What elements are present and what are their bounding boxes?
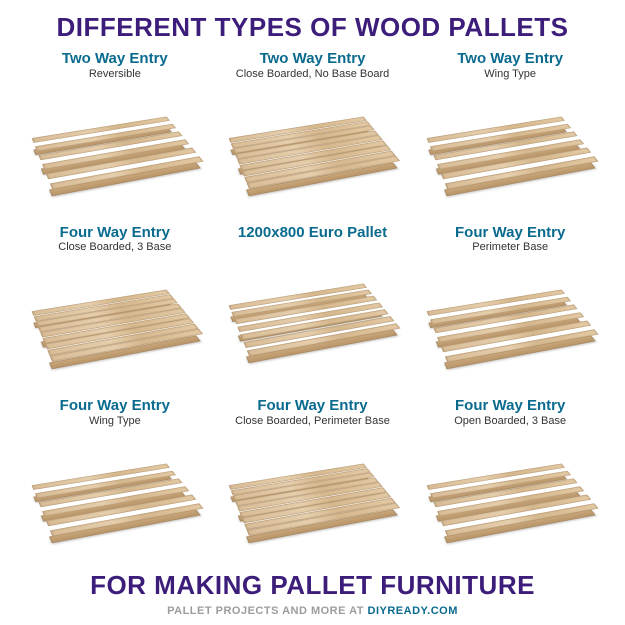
footer-site: DIYREADY.COM <box>368 605 458 617</box>
pallet-illustration <box>216 82 410 217</box>
cell-title: Two Way Entry <box>62 51 168 67</box>
pallet-illustration <box>18 82 212 217</box>
cell-title: 1200x800 Euro Pallet <box>238 225 387 241</box>
footer: PALLET PROJECTS AND MORE AT DIYREADY.COM <box>167 605 458 617</box>
cell-title: Four Way Entry <box>60 398 170 414</box>
grid-cell: Two Way EntryClose Boarded, No Base Boar… <box>216 49 410 217</box>
cell-title: Two Way Entry <box>457 51 563 67</box>
pallet-illustration <box>18 429 212 564</box>
pallet-illustration <box>413 82 607 217</box>
grid-cell: Two Way EntryReversible <box>18 49 212 217</box>
cell-sub: Close Boarded, 3 Base <box>58 241 171 253</box>
cell-title: Four Way Entry <box>60 225 170 241</box>
cell-sub: Reversible <box>89 68 141 80</box>
grid-cell: Four Way EntryPerimeter Base <box>413 223 607 391</box>
pallet-illustration <box>413 429 607 564</box>
grid-cell: Two Way EntryWing Type <box>413 49 607 217</box>
cell-title: Four Way Entry <box>455 225 565 241</box>
grid-cell: Four Way EntryWing Type <box>18 396 212 564</box>
cell-sub: Wing Type <box>89 415 141 427</box>
cell-title: Four Way Entry <box>257 398 367 414</box>
main-title: DIFFERENT TYPES OF WOOD PALLETS <box>57 12 569 43</box>
cell-sub: Close Boarded, Perimeter Base <box>235 415 390 427</box>
pallet-grid: Two Way EntryReversibleTwo Way EntryClos… <box>18 49 607 564</box>
pallet-illustration <box>413 256 607 391</box>
pallet-illustration <box>216 429 410 564</box>
cell-sub: Wing Type <box>484 68 536 80</box>
pallet-illustration <box>18 256 212 391</box>
cell-sub: Perimeter Base <box>472 241 548 253</box>
cell-sub: Close Boarded, No Base Board <box>236 68 389 80</box>
grid-cell: Four Way EntryClose Boarded, 3 Base <box>18 223 212 391</box>
grid-cell: Four Way EntryClose Boarded, Perimeter B… <box>216 396 410 564</box>
pallet-illustration <box>216 243 410 390</box>
sub-title: FOR MAKING PALLET FURNITURE <box>90 570 535 601</box>
grid-cell: 1200x800 Euro Pallet <box>216 223 410 391</box>
cell-sub: Open Boarded, 3 Base <box>454 415 566 427</box>
grid-cell: Four Way EntryOpen Boarded, 3 Base <box>413 396 607 564</box>
cell-title: Four Way Entry <box>455 398 565 414</box>
footer-prefix: PALLET PROJECTS AND MORE AT <box>167 605 367 617</box>
cell-title: Two Way Entry <box>260 51 366 67</box>
